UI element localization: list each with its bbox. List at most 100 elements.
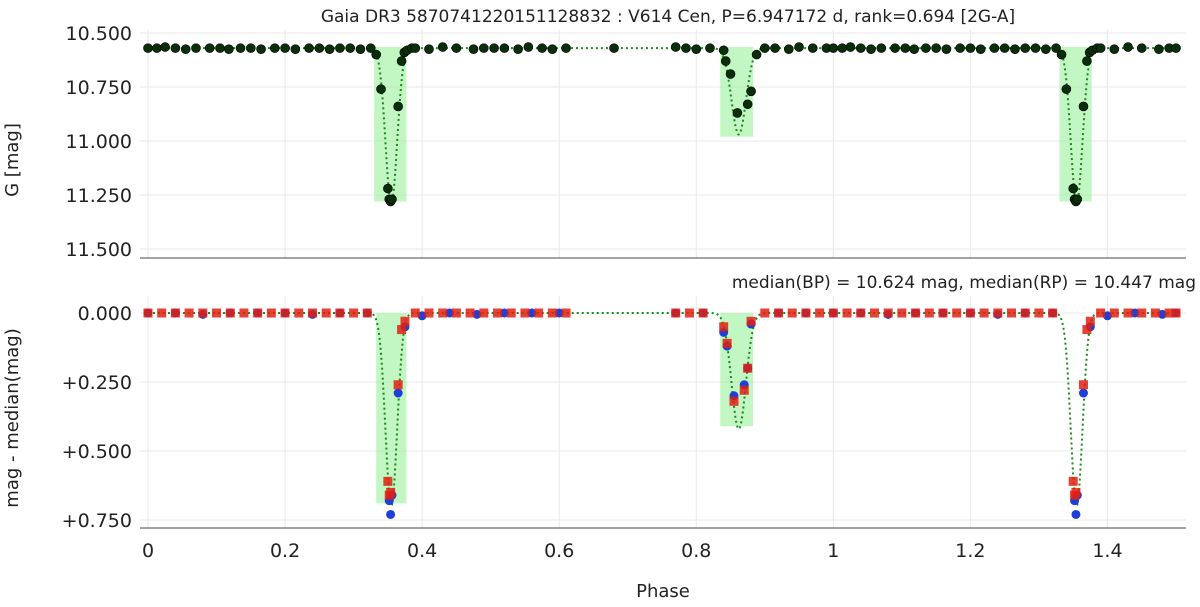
g-data-point — [479, 43, 489, 53]
rp-data-point — [965, 308, 975, 318]
g-data-point — [746, 86, 756, 97]
rp-data-point — [1068, 476, 1078, 486]
rp-data-point — [184, 308, 194, 318]
g-data-point — [828, 43, 839, 53]
g-data-point — [143, 43, 153, 53]
top-panel-title: Gaia DR3 5870741220151128832 : V614 Cen,… — [321, 7, 1015, 27]
g-data-point — [235, 43, 246, 53]
rp-data-point — [1071, 487, 1081, 497]
rp-data-point — [774, 308, 784, 318]
g-data-point — [900, 43, 911, 53]
rp-data-point — [1171, 308, 1181, 318]
bottom-y-tick-label: +0.250 — [62, 372, 132, 394]
rp-data-point — [212, 308, 222, 318]
rp-data-point — [883, 308, 893, 318]
g-data-point — [807, 43, 818, 53]
g-data-point — [783, 44, 794, 55]
g-data-point — [1020, 43, 1031, 53]
g-data-point — [371, 49, 382, 60]
top-model-curve — [148, 47, 1176, 206]
g-data-point — [1068, 183, 1078, 194]
rp-data-point — [684, 308, 694, 318]
data-point-layer — [143, 42, 1181, 519]
rp-data-point — [1150, 308, 1160, 318]
rp-data-point — [534, 308, 544, 318]
g-data-point — [499, 43, 510, 53]
g-data-point — [890, 43, 900, 53]
g-data-point — [975, 44, 986, 55]
g-data-point — [280, 43, 290, 53]
rp-data-point — [451, 308, 461, 318]
rp-data-point — [493, 308, 503, 318]
g-data-point — [246, 43, 256, 53]
rp-data-point — [979, 308, 989, 318]
rp-data-point — [739, 385, 749, 395]
rp-data-point — [383, 476, 393, 486]
eclipse-band-layer — [374, 47, 1092, 504]
g-data-point — [1095, 43, 1106, 53]
g-data-point — [941, 44, 952, 55]
rp-data-point — [938, 308, 948, 318]
rp-data-point — [856, 308, 866, 318]
rp-data-point — [722, 338, 732, 348]
g-data-point — [513, 44, 523, 55]
x-tick-label: 1 — [827, 540, 839, 562]
rp-data-point — [438, 308, 448, 318]
bp-data-point — [393, 388, 403, 398]
x-tick-label: 0.4 — [407, 540, 437, 562]
g-data-point — [866, 44, 876, 55]
rp-data-point — [465, 308, 475, 318]
g-data-point — [393, 101, 403, 112]
bp-data-point — [1130, 308, 1140, 318]
top-y-tick-label: 11.500 — [66, 239, 132, 261]
axis-layer: 10.500 10.750 11.000 11.250 11.500 0.000 +0.25… — [62, 23, 1186, 562]
rp-data-point — [1007, 308, 1017, 318]
g-data-point — [269, 43, 280, 53]
bp-data-point — [499, 308, 509, 318]
rp-data-point — [787, 308, 797, 318]
rp-data-point — [198, 308, 208, 318]
rp-data-point — [760, 308, 770, 318]
g-data-point — [909, 44, 920, 55]
g-data-point — [732, 108, 743, 118]
g-data-point — [376, 84, 386, 94]
rp-data-point — [143, 308, 153, 318]
bottom-eclipse-band — [376, 313, 407, 504]
g-data-point — [837, 43, 848, 53]
bottom-y-tick-label: 0.000 — [78, 303, 132, 325]
rp-data-point — [815, 308, 825, 318]
rp-data-point — [1123, 308, 1133, 318]
rp-data-point — [842, 308, 852, 318]
g-data-point — [489, 43, 499, 53]
bp-data-point — [1078, 388, 1088, 398]
g-data-point — [1010, 44, 1020, 55]
g-data-point — [314, 43, 325, 53]
g-data-point — [224, 44, 234, 55]
bp-data-point — [1157, 309, 1167, 319]
rp-data-point — [386, 487, 396, 497]
rp-data-point — [952, 308, 962, 318]
g-data-point — [1154, 44, 1164, 55]
rp-data-point — [743, 363, 753, 373]
g-data-point — [304, 43, 314, 53]
bottom-y-tick-label: +0.500 — [62, 441, 132, 463]
g-data-point — [1072, 194, 1083, 205]
g-data-point — [537, 43, 547, 53]
g-data-point — [921, 43, 931, 53]
g-data-point — [383, 183, 393, 194]
g-data-point — [1078, 101, 1089, 112]
g-data-point — [955, 43, 965, 53]
rp-data-point — [1137, 308, 1147, 318]
rp-data-point — [719, 322, 729, 332]
bottom-y-tick-label: +0.750 — [62, 510, 132, 532]
g-data-point — [931, 43, 941, 53]
rp-data-point — [397, 325, 407, 335]
bp-data-point — [527, 308, 537, 318]
g-data-point — [794, 42, 804, 52]
g-data-point — [152, 43, 162, 53]
rp-data-point — [1048, 308, 1058, 318]
rp-data-point — [993, 308, 1003, 318]
top-eclipse-band — [1059, 47, 1092, 202]
g-data-point — [742, 99, 753, 110]
